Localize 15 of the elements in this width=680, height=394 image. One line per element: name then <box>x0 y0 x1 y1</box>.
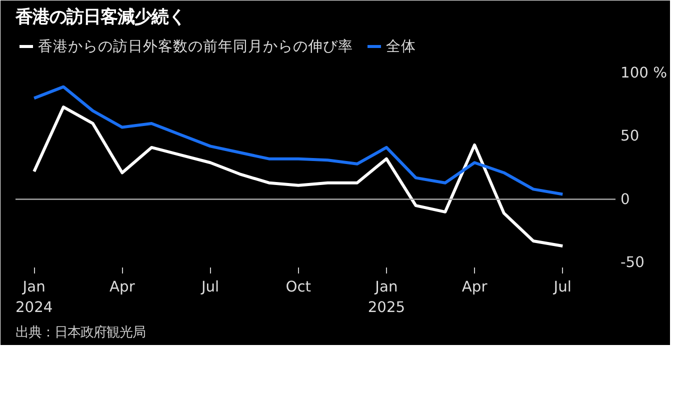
x-tick-label: Jan 2025 <box>368 278 406 316</box>
source-note: 出典：日本政府観光局 <box>16 324 146 340</box>
x-tick-label: Apr <box>110 278 136 296</box>
x-tick-label: Jan 2024 <box>15 278 53 316</box>
y-tick-label: 100 % <box>620 64 668 82</box>
x-tick-label: Oct <box>286 278 312 296</box>
y-tick-label: 0 <box>620 190 630 208</box>
x-tick-label: Apr <box>462 278 488 296</box>
chart-title: 香港の訪日客減少続く <box>14 8 186 28</box>
y-tick-label: -50 <box>620 254 644 271</box>
x-tick-label: Jul <box>552 278 572 296</box>
legend-label: 香港からの訪日外客数の前年同月からの伸び率 <box>38 36 353 56</box>
legend-label: 全体 <box>386 36 416 56</box>
y-tick-label: 50 <box>620 128 640 145</box>
x-tick-label: Jul <box>200 278 220 296</box>
